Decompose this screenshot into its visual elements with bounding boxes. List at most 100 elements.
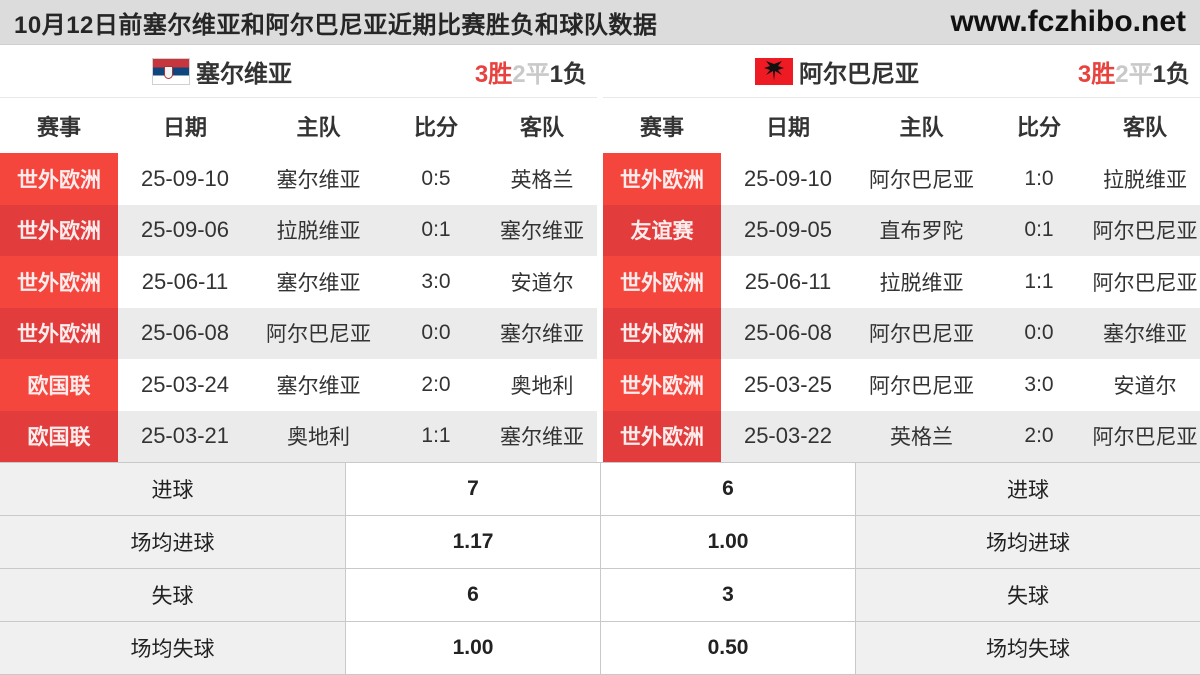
match-score: 2:0 [1024, 424, 1054, 448]
competition-badge: 世外欧洲 [0, 153, 118, 205]
match-score: 0:0 [421, 321, 451, 345]
team-name: 阿尔巴尼亚 [799, 60, 919, 88]
col-header-competition: 赛事 [36, 114, 81, 140]
match-score: 1:1 [1024, 269, 1054, 293]
albania-team-bar: 阿尔巴尼亚 3胜2平1负 [603, 45, 1200, 98]
match-date: 25-09-10 [140, 165, 230, 191]
match-score: 0:5 [421, 166, 451, 190]
record-draws: 2平 [1115, 60, 1153, 88]
competition-badge: 世外欧洲 [603, 359, 721, 411]
site-url[interactable]: www.fczhibo.net [950, 5, 1186, 38]
away-team: 奥地利 [510, 374, 574, 398]
away-team: 塞尔维亚 [500, 426, 584, 450]
record-wins: 3胜 [474, 60, 513, 88]
match-date: 25-03-24 [140, 371, 230, 397]
away-team: 英格兰 [510, 168, 574, 192]
table-row: 世外欧洲 25-09-10 塞尔维亚 0:5 英格兰 [0, 153, 597, 205]
stat-value-conceded-serbia: 6 [346, 569, 600, 621]
record-wins: 3胜 [1077, 60, 1116, 88]
match-date: 25-06-08 [743, 320, 833, 346]
col-header-home: 主队 [899, 114, 944, 140]
col-header-date: 日期 [162, 114, 207, 140]
away-team: 塞尔维亚 [500, 220, 584, 244]
competition-badge: 世外欧洲 [603, 256, 721, 308]
table-row: 世外欧洲 25-09-10 阿尔巴尼亚 1:0 拉脱维亚 [603, 153, 1200, 205]
stat-label-avg-conceded: 场均失球 [0, 622, 345, 674]
page-title: 10月12日前塞尔维亚和阿尔巴尼亚近期比赛胜负和球队数据 [14, 11, 658, 39]
competition-badge: 世外欧洲 [0, 256, 118, 308]
col-header-away: 客队 [1122, 114, 1167, 140]
match-date: 25-09-05 [743, 217, 833, 243]
stat-value-avg-goals-albania: 1.00 [601, 516, 855, 568]
stat-value-avg-goals-serbia: 1.17 [346, 516, 600, 568]
col-header-score: 比分 [1016, 114, 1061, 140]
top-header-bar: 10月12日前塞尔维亚和阿尔巴尼亚近期比赛胜负和球队数据 www.fczhibo… [0, 0, 1200, 45]
match-score: 0:1 [1024, 218, 1054, 242]
away-team: 阿尔巴尼亚 [1092, 426, 1198, 450]
match-date: 25-09-06 [140, 217, 230, 243]
serbia-panel: 塞尔维亚 3胜2平1负 赛事 日期 主队 比分 客队 世外欧洲 25-09-10… [0, 45, 597, 462]
serbia-crest-icon [164, 65, 173, 79]
match-date: 25-03-21 [140, 423, 230, 449]
away-team: 阿尔巴尼亚 [1092, 271, 1198, 295]
home-team: 塞尔维亚 [276, 374, 361, 398]
home-team: 塞尔维亚 [276, 168, 361, 192]
col-header-away: 客队 [519, 114, 564, 140]
record-losses: 1负 [1152, 60, 1190, 88]
col-header-home: 主队 [296, 114, 341, 140]
albania-panel: 阿尔巴尼亚 3胜2平1负 赛事 日期 主队 比分 客队 世外欧洲 25-09-1… [603, 45, 1200, 462]
match-tables: 塞尔维亚 3胜2平1负 赛事 日期 主队 比分 客队 世外欧洲 25-09-10… [0, 45, 1200, 462]
table-header-row: 赛事 日期 主队 比分 客队 [0, 98, 597, 153]
table-row: 世外欧洲 25-06-08 阿尔巴尼亚 0:0 塞尔维亚 [0, 307, 597, 359]
stat-label-goals: 进球 [0, 463, 345, 515]
match-score: 0:1 [421, 218, 451, 242]
table-row: 世外欧洲 25-03-25 阿尔巴尼亚 3:0 安道尔 [603, 359, 1200, 411]
stat-value-avg-conceded-serbia: 1.00 [346, 622, 600, 674]
stat-value-goals-serbia: 7 [346, 463, 600, 515]
stat-label-conceded: 失球 [0, 569, 345, 621]
competition-badge: 友谊赛 [603, 204, 721, 256]
away-team: 安道尔 [510, 271, 574, 295]
team-record: 3胜2平1负 [1078, 54, 1190, 89]
table-row: 欧国联 25-03-24 塞尔维亚 2:0 奥地利 [0, 359, 597, 411]
competition-badge: 欧国联 [0, 410, 118, 462]
col-header-score: 比分 [413, 114, 458, 140]
home-team: 奥地利 [287, 426, 350, 450]
competition-badge: 欧国联 [0, 359, 118, 411]
competition-badge: 世外欧洲 [603, 307, 721, 359]
home-team: 拉脱维亚 [879, 271, 964, 295]
albania-flag-icon [755, 57, 793, 85]
competition-badge: 世外欧洲 [603, 153, 721, 205]
stat-value-avg-conceded-albania: 0.50 [601, 622, 855, 674]
col-header-competition: 赛事 [639, 114, 684, 140]
home-team: 阿尔巴尼亚 [869, 323, 974, 347]
albania-eagle-icon [764, 61, 784, 81]
team-stats-grid: 进球 7 6 进球 场均进球 1.17 1.00 场均进球 失球 6 3 失球 … [0, 462, 1200, 675]
team-name: 塞尔维亚 [196, 60, 292, 88]
match-score: 1:0 [1024, 166, 1054, 190]
home-team: 英格兰 [890, 426, 953, 450]
table-row: 友谊赛 25-09-05 直布罗陀 0:1 阿尔巴尼亚 [603, 204, 1200, 256]
match-score: 3:0 [1024, 372, 1054, 396]
away-team: 阿尔巴尼亚 [1092, 220, 1198, 244]
match-date: 25-03-25 [743, 371, 833, 397]
home-team: 阿尔巴尼亚 [266, 323, 371, 347]
stat-label-conceded: 失球 [856, 569, 1200, 621]
center-divider [597, 45, 603, 462]
match-score: 1:1 [421, 424, 451, 448]
away-team: 塞尔维亚 [1103, 323, 1187, 347]
serbia-team-bar: 塞尔维亚 3胜2平1负 [0, 45, 597, 98]
home-team: 拉脱维亚 [276, 220, 361, 244]
table-row: 欧国联 25-03-21 奥地利 1:1 塞尔维亚 [0, 410, 597, 462]
col-header-date: 日期 [765, 114, 810, 140]
away-team: 塞尔维亚 [500, 323, 584, 347]
stat-label-avg-goals: 场均进球 [0, 516, 345, 568]
team-record: 3胜2平1负 [475, 54, 587, 89]
home-team: 直布罗陀 [879, 220, 964, 244]
table-header-row: 赛事 日期 主队 比分 客队 [603, 98, 1200, 153]
record-draws: 2平 [512, 60, 550, 88]
table-row: 世外欧洲 25-03-22 英格兰 2:0 阿尔巴尼亚 [603, 410, 1200, 462]
home-team: 塞尔维亚 [276, 271, 361, 295]
table-row: 世外欧洲 25-09-06 拉脱维亚 0:1 塞尔维亚 [0, 204, 597, 256]
